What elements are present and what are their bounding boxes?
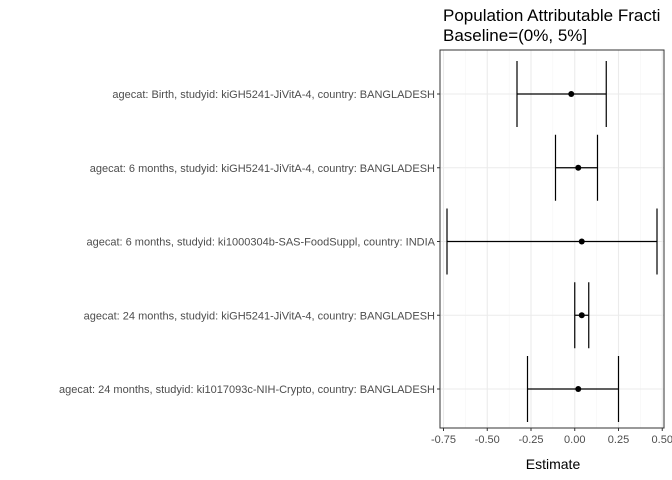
y-tick-label: agecat: 24 months, studyid: ki1017093c-N… [59,384,435,396]
point-estimate [578,238,585,245]
x-axis-title: Estimate [526,456,581,472]
x-tick-label: -0.75 [431,434,456,446]
point-estimate [575,386,582,392]
estimate-marks [446,61,658,422]
x-tick-label: -0.25 [518,434,543,446]
chart-title-line-2: Baseline=(0%, 5%] [443,26,587,45]
y-tick-label: agecat: 6 months, studyid: kiGH5241-JiVi… [90,163,435,175]
x-tick-label: 0.50 [652,434,672,446]
chart-title-line-1: Population Attributable Fracti [443,6,660,25]
x-tick-label: 0.25 [608,434,629,446]
plot-panel [439,49,665,429]
y-axis-labels: agecat: Birth, studyid: kiGH5241-JiVitA-… [59,89,440,396]
point-estimate [578,312,585,319]
y-tick-label: agecat: Birth, studyid: kiGH5241-JiVitA-… [112,89,435,101]
x-tick-label: -0.50 [475,434,500,446]
panel-background [440,50,664,428]
y-tick-label: agecat: 6 months, studyid: ki1000304b-SA… [86,237,435,249]
x-tick-label: 0.00 [564,434,585,446]
panel-border [439,49,665,429]
point-estimate [568,91,575,97]
x-axis: -0.75 -0.50 -0.25 0.00 0.25 0.50 [431,428,672,446]
y-tick-label: agecat: 24 months, studyid: kiGH5241-JiV… [84,310,435,322]
point-estimate [575,164,582,171]
